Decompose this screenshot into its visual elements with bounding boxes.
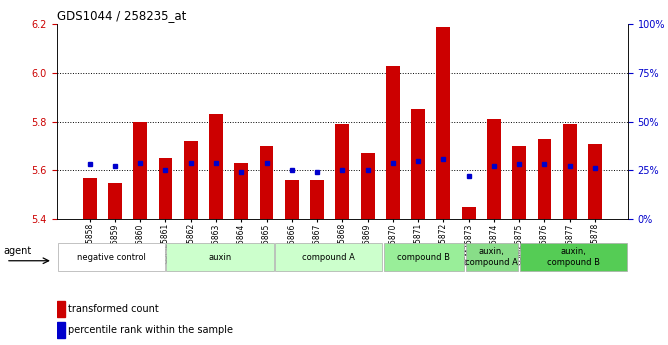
Text: compound A: compound A — [303, 253, 355, 262]
Bar — [166, 243, 273, 271]
Bar — [260, 146, 273, 219]
Bar — [83, 178, 97, 219]
Text: transformed count: transformed count — [69, 304, 159, 314]
Bar — [158, 158, 172, 219]
Text: auxin,
compound B: auxin, compound B — [547, 247, 600, 267]
Bar — [57, 243, 165, 271]
Bar — [108, 183, 122, 219]
Text: negative control: negative control — [77, 253, 146, 262]
Bar — [310, 180, 324, 219]
Bar — [361, 153, 375, 219]
Bar — [487, 119, 501, 219]
Text: agent: agent — [3, 246, 31, 256]
Bar — [384, 243, 464, 271]
Bar — [462, 207, 476, 219]
Bar — [386, 66, 400, 219]
Bar — [538, 139, 551, 219]
Text: auxin,
compound A: auxin, compound A — [466, 247, 518, 267]
Bar — [57, 301, 65, 317]
Text: compound B: compound B — [397, 253, 450, 262]
Text: percentile rank within the sample: percentile rank within the sample — [69, 325, 234, 335]
Bar — [520, 243, 627, 271]
Text: auxin: auxin — [208, 253, 232, 262]
Bar — [134, 122, 147, 219]
Bar — [588, 144, 602, 219]
Bar — [275, 243, 382, 271]
Bar — [466, 243, 518, 271]
Bar — [563, 124, 576, 219]
Text: GDS1044 / 258235_at: GDS1044 / 258235_at — [57, 9, 186, 22]
Bar — [411, 109, 425, 219]
Bar — [184, 141, 198, 219]
Bar — [57, 322, 65, 338]
Bar — [335, 124, 349, 219]
Bar — [209, 114, 223, 219]
Bar — [285, 180, 299, 219]
Bar — [512, 146, 526, 219]
Bar — [234, 163, 248, 219]
Bar — [436, 27, 450, 219]
